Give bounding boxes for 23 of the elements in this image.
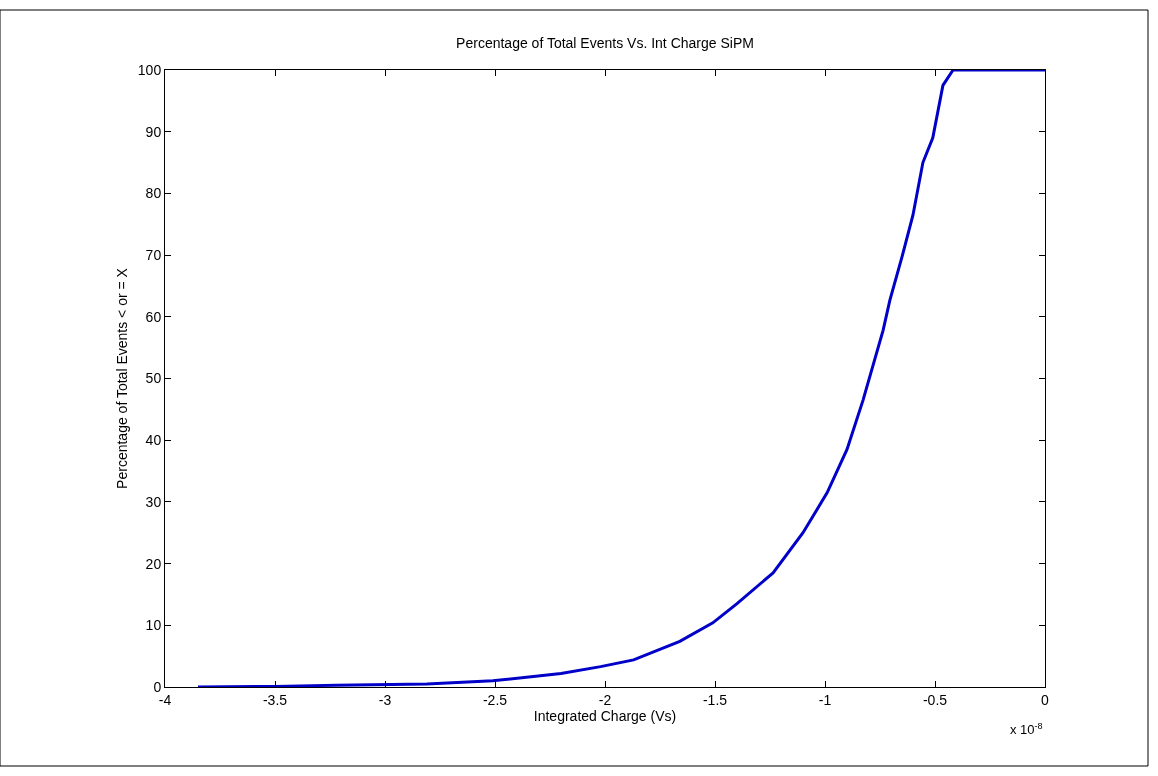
y-tick-label: 30 xyxy=(145,493,162,510)
x-tick-label: 0 xyxy=(1041,691,1050,708)
x-tick-label: -3 xyxy=(378,691,392,708)
x-tick-label: -1 xyxy=(818,691,832,708)
x-tick-label: -3.5 xyxy=(262,691,288,708)
y-tick-label: 100 xyxy=(137,61,162,78)
y-tick-label: 20 xyxy=(145,555,162,572)
y-tick-label: 10 xyxy=(145,617,162,634)
y-tick-label: 60 xyxy=(145,308,162,325)
y-tick-label: 70 xyxy=(145,247,162,263)
y-tick-label: 90 xyxy=(145,123,162,140)
x-tick-label: -2.5 xyxy=(482,691,508,708)
y-tick-label: 80 xyxy=(145,185,162,202)
y-axis-title: Percentage of Total Events < or = X xyxy=(114,267,130,489)
x-axis-title: Integrated Charge (Vs) xyxy=(533,708,677,725)
chart-title: Percentage of Total Events Vs. Int Charge SiPM xyxy=(456,35,754,51)
x-tick-label: -0.5 xyxy=(922,691,948,708)
x-tick-label: -1.5 xyxy=(702,691,728,708)
text: x 10$^{-8}$ xyxy=(1010,721,1043,738)
x-tick-label: -2 xyxy=(598,691,612,708)
line-series xyxy=(196,70,1045,687)
y-tick-label: 50 xyxy=(145,370,162,387)
y-tick-label: 40 xyxy=(145,432,162,449)
